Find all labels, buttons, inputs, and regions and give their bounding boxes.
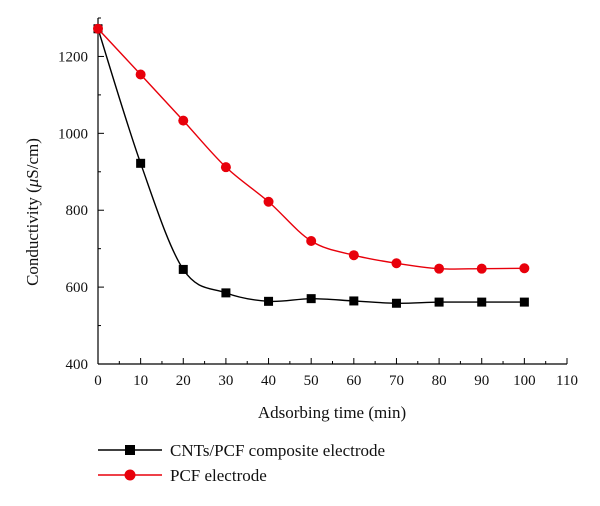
legend-marker-square bbox=[125, 445, 135, 455]
data-point-circle bbox=[391, 258, 402, 269]
data-point-square bbox=[477, 297, 487, 307]
data-point-square bbox=[306, 294, 316, 304]
data-point-circle bbox=[306, 235, 317, 246]
axes: 0 10 20 30 40 50 60 70 80 90 100 110 400 600 800 1000 12… bbox=[58, 17, 578, 389]
x-tick-label: 110 bbox=[556, 373, 578, 389]
data-point-square bbox=[264, 296, 274, 306]
data-point-circle bbox=[178, 115, 189, 126]
series-line bbox=[97, 28, 525, 270]
x-tick-label: 20 bbox=[176, 373, 191, 389]
data-point-circle bbox=[93, 23, 103, 34]
series-0 bbox=[93, 24, 529, 308]
x-tick-label: 50 bbox=[304, 373, 319, 389]
data-point-square bbox=[519, 297, 529, 307]
x-tick-label: 90 bbox=[474, 373, 489, 389]
data-point-circle bbox=[476, 263, 487, 274]
series-layer bbox=[93, 23, 530, 308]
legend-item-cnts: CNTs/PCF composite electrode bbox=[98, 441, 385, 460]
x-tick-label: 30 bbox=[218, 373, 233, 389]
data-point-square bbox=[136, 158, 146, 168]
y-tick-label: 400 bbox=[66, 357, 89, 373]
x-axis-title: Adsorbing time (min) bbox=[258, 403, 406, 422]
data-point-square bbox=[221, 288, 231, 298]
series-line bbox=[97, 28, 525, 304]
data-point-circle bbox=[519, 263, 530, 274]
legend-label-cnts: CNTs/PCF composite electrode bbox=[170, 441, 385, 460]
legend-label-pcf: PCF electrode bbox=[170, 466, 267, 485]
data-point-circle bbox=[263, 196, 274, 207]
data-point-circle bbox=[434, 263, 445, 274]
data-point-square bbox=[434, 297, 444, 307]
legend-marker-circle bbox=[124, 469, 136, 481]
x-tick-label: 100 bbox=[513, 373, 536, 389]
legend-item-pcf: PCF electrode bbox=[98, 466, 267, 485]
x-tick-label: 10 bbox=[133, 373, 148, 389]
y-tick-label: 600 bbox=[66, 280, 89, 296]
x-tick-label: 70 bbox=[389, 373, 404, 389]
series-1 bbox=[93, 23, 530, 274]
data-point-circle bbox=[135, 69, 146, 80]
legend: CNTs/PCF composite electrode PCF electro… bbox=[98, 441, 385, 485]
data-point-square bbox=[391, 298, 401, 308]
data-point-circle bbox=[348, 250, 359, 261]
y-tick-label: 1200 bbox=[58, 49, 88, 65]
data-point-square bbox=[349, 296, 359, 306]
y-tick-label: 800 bbox=[66, 203, 89, 219]
x-tick-label: 60 bbox=[346, 373, 361, 389]
x-tick-label: 80 bbox=[432, 373, 447, 389]
x-tick-label: 40 bbox=[261, 373, 276, 389]
data-point-square bbox=[178, 264, 188, 274]
y-tick-label: 1000 bbox=[58, 126, 88, 142]
data-point-circle bbox=[220, 162, 231, 173]
y-axis-title: Conductivity (μS/cm) bbox=[23, 138, 42, 286]
x-tick-label: 0 bbox=[94, 373, 102, 389]
